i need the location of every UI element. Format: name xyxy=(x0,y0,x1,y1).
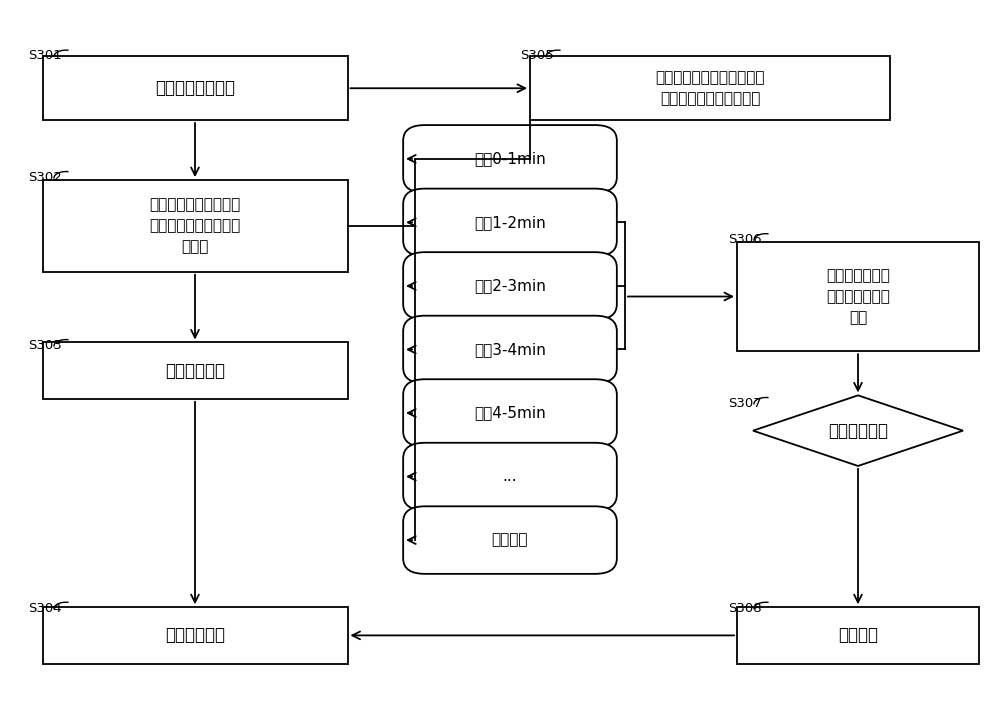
Text: 农田土壤渗水速
率判断土壤的压
实度: 农田土壤渗水速 率判断土壤的压 实度 xyxy=(826,268,890,325)
Text: 时间0-1min: 时间0-1min xyxy=(474,151,546,167)
Text: S307: S307 xyxy=(728,397,762,409)
Text: 开始浇水到湿度传感器开始
变化时间和阈值时间比较: 开始浇水到湿度传感器开始 变化时间和阈值时间比较 xyxy=(655,71,765,106)
Text: 时间3-4min: 时间3-4min xyxy=(474,342,546,357)
FancyBboxPatch shape xyxy=(43,607,348,664)
Text: 时间1-2min: 时间1-2min xyxy=(474,215,546,230)
FancyBboxPatch shape xyxy=(403,125,617,193)
Text: 需要翻土: 需要翻土 xyxy=(838,626,878,645)
FancyBboxPatch shape xyxy=(403,443,617,510)
Polygon shape xyxy=(753,395,963,466)
Text: S302: S302 xyxy=(28,171,62,184)
FancyBboxPatch shape xyxy=(530,56,890,120)
Text: ...: ... xyxy=(503,469,517,484)
Text: 时间4-5min: 时间4-5min xyxy=(474,405,546,421)
FancyBboxPatch shape xyxy=(43,56,348,120)
Text: 判断是否翻土: 判断是否翻土 xyxy=(828,421,888,440)
FancyBboxPatch shape xyxy=(737,607,979,664)
FancyBboxPatch shape xyxy=(403,506,617,574)
Text: 喷灌系统开始浇水: 喷灌系统开始浇水 xyxy=(155,79,235,97)
Text: S308: S308 xyxy=(728,602,762,614)
Text: 浇水完成: 浇水完成 xyxy=(492,532,528,548)
Text: S304: S304 xyxy=(28,602,62,614)
Text: S301: S301 xyxy=(28,49,62,62)
Text: S305: S305 xyxy=(520,49,554,62)
FancyBboxPatch shape xyxy=(403,189,617,256)
FancyBboxPatch shape xyxy=(403,379,617,447)
FancyBboxPatch shape xyxy=(43,180,348,272)
Text: 时间2-3min: 时间2-3min xyxy=(474,278,546,294)
FancyBboxPatch shape xyxy=(403,316,617,383)
FancyBboxPatch shape xyxy=(737,241,979,351)
FancyBboxPatch shape xyxy=(403,252,617,320)
Text: 喷灌浇水完成: 喷灌浇水完成 xyxy=(165,361,225,380)
FancyBboxPatch shape xyxy=(43,342,348,399)
Text: S306: S306 xyxy=(728,233,762,246)
Text: 湿度传感器实时采集农
田土壤体积含水量、采
集时间: 湿度传感器实时采集农 田土壤体积含水量、采 集时间 xyxy=(149,198,241,254)
Text: S303: S303 xyxy=(28,339,62,352)
Text: 关闭喷灌浇水: 关闭喷灌浇水 xyxy=(165,626,225,645)
